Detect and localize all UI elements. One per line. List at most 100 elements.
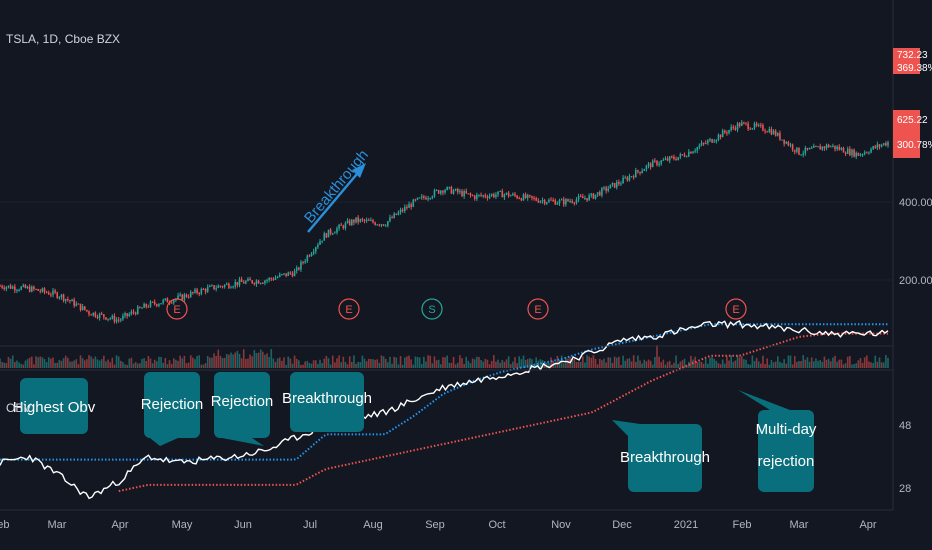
- candle-body: [374, 222, 376, 225]
- volume-bar: [529, 358, 531, 368]
- candle-body: [425, 197, 427, 200]
- candle-body: [868, 152, 870, 154]
- volume-bar: [592, 355, 595, 368]
- volume-bar: [240, 358, 243, 368]
- volume-bar: [562, 363, 565, 368]
- candle-body: [846, 148, 849, 154]
- candle-body: [575, 199, 578, 204]
- volume-bar: [92, 358, 95, 368]
- event-marker[interactable]: [725, 298, 747, 320]
- candle-body: [660, 160, 663, 164]
- candle-body: [796, 147, 798, 152]
- candle-body: [836, 146, 838, 150]
- volume-bar: [50, 358, 52, 368]
- volume-bar: [738, 357, 741, 368]
- volume-bar: [857, 360, 860, 368]
- candle-body: [658, 163, 660, 166]
- candle-body: [798, 147, 800, 155]
- annotation-box: [290, 372, 364, 432]
- candle-body: [79, 303, 82, 311]
- volume-bar: [115, 355, 118, 368]
- volume-bar: [321, 363, 323, 368]
- event-marker[interactable]: [166, 298, 188, 320]
- volume-bar: [259, 349, 262, 368]
- candle-body: [448, 186, 451, 188]
- volume-bar: [317, 363, 319, 368]
- volume-bar: [872, 363, 874, 368]
- volume-bar: [293, 355, 296, 368]
- event-marker[interactable]: [527, 298, 549, 320]
- volume-bar: [136, 363, 139, 368]
- candle-body: [359, 219, 362, 222]
- candle-body: [618, 182, 620, 184]
- candle-body: [342, 225, 345, 229]
- candle-body: [236, 282, 239, 286]
- candle-body: [397, 212, 400, 215]
- candle-body: [802, 153, 805, 155]
- candle-body: [556, 203, 559, 205]
- volume-bar: [52, 357, 54, 368]
- candle-body: [819, 146, 821, 150]
- volume-bar: [300, 364, 302, 368]
- annotation-label: rejection: [758, 453, 815, 470]
- candle-body: [393, 213, 395, 218]
- volume-bar: [596, 364, 599, 368]
- candle-body: [384, 225, 387, 227]
- candle-body: [45, 291, 48, 293]
- volume-bar: [283, 357, 285, 368]
- callout-pointer: [612, 420, 640, 440]
- candle-body: [172, 300, 175, 303]
- candle-body: [605, 187, 607, 191]
- candle-body: [609, 184, 612, 189]
- candle-body: [266, 280, 268, 282]
- candle-body: [204, 289, 207, 292]
- volume-bar: [499, 362, 501, 368]
- volume-bar: [344, 361, 347, 368]
- candle-body: [649, 163, 652, 168]
- candle-body: [281, 274, 283, 276]
- candle-body: [35, 288, 37, 290]
- volume-bar: [459, 355, 461, 368]
- volume-bar: [766, 358, 768, 368]
- candle-body: [348, 220, 351, 225]
- price-candles[interactable]: [0, 119, 889, 324]
- volume-bar: [768, 364, 771, 368]
- candle-body: [804, 147, 807, 154]
- volume-bar: [745, 359, 747, 368]
- candle-body: [762, 125, 764, 131]
- ref-price-change: 300.78%: [897, 140, 932, 151]
- obv-lines[interactable]: [0, 320, 889, 500]
- volume-bar: [374, 359, 376, 368]
- candle-body: [37, 289, 39, 291]
- candle-body: [308, 255, 311, 257]
- volume-bar: [367, 358, 370, 368]
- volume-bar: [276, 358, 279, 368]
- volume-bar: [329, 364, 332, 368]
- volume-bar: [851, 364, 853, 368]
- candle-body: [815, 146, 817, 148]
- candle-body: [863, 152, 866, 155]
- candle-body: [503, 194, 506, 198]
- event-marker-label: E: [173, 304, 180, 316]
- candle-body: [554, 200, 557, 205]
- candle-body: [726, 132, 728, 134]
- event-marker[interactable]: [421, 298, 443, 320]
- volume-bar: [395, 357, 398, 368]
- volume-bar: [327, 358, 330, 368]
- volume-bar: [75, 359, 78, 368]
- volume-bar: [461, 358, 463, 368]
- volume-bar: [170, 363, 173, 368]
- annotation-label: Rejection: [211, 393, 274, 410]
- volume-bar: [295, 358, 298, 368]
- volume-bar: [270, 349, 273, 368]
- candle-body: [162, 299, 164, 304]
- volume-bar: [147, 356, 150, 368]
- volume-bar: [111, 357, 114, 368]
- volume-bar: [821, 361, 824, 368]
- event-marker[interactable]: [338, 298, 360, 320]
- candle-body: [7, 285, 10, 288]
- candle-body: [312, 251, 315, 254]
- volume-bar: [427, 355, 429, 368]
